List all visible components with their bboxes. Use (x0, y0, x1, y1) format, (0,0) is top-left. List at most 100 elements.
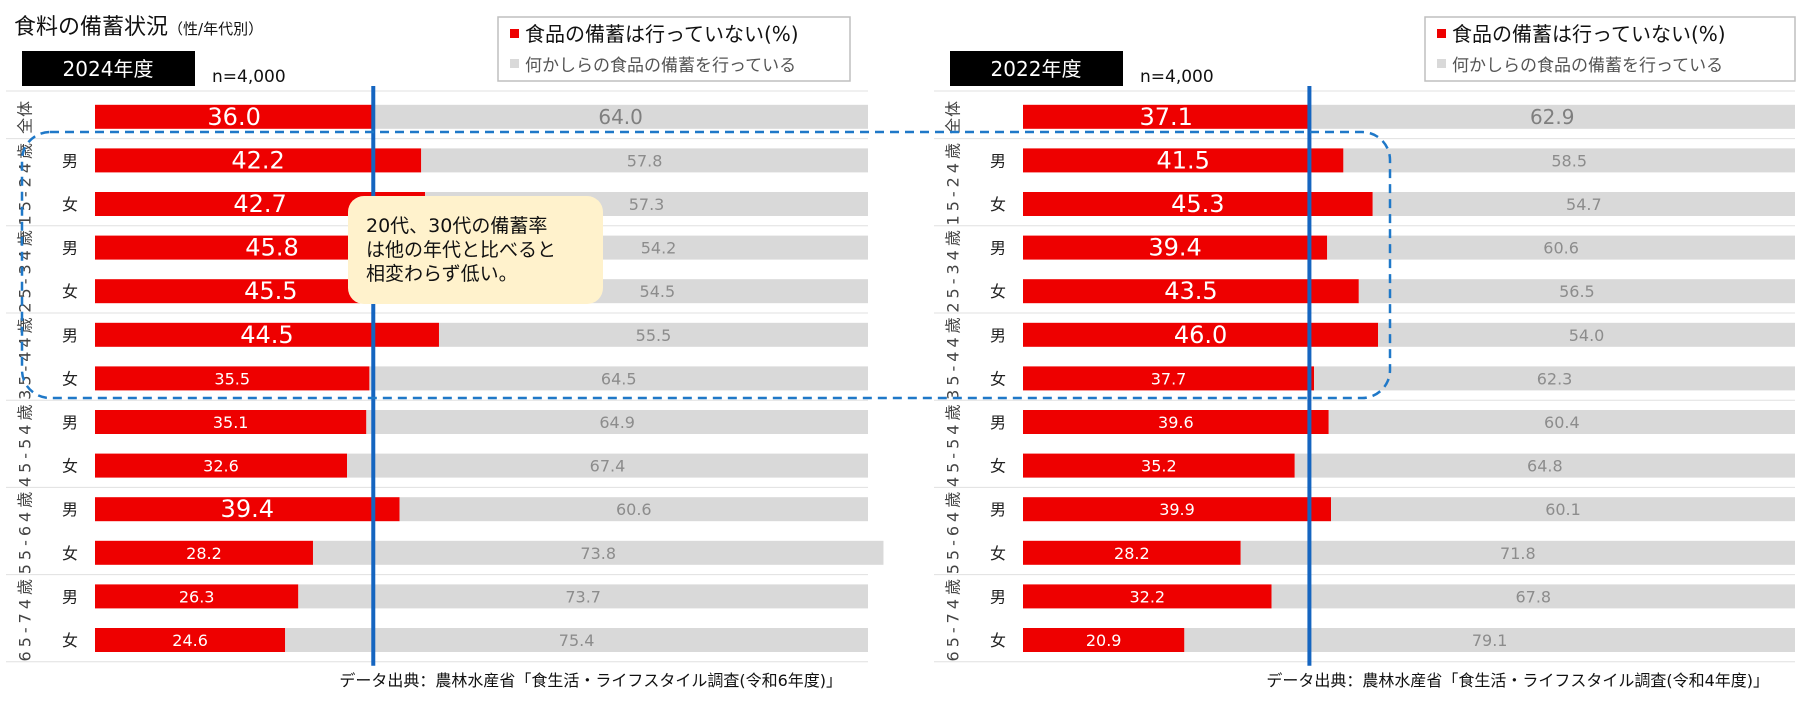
bar-stockpile (399, 497, 868, 522)
age-group-label: 25-34歳 (16, 226, 35, 313)
data-label-no-stockpile: 28.2 (186, 544, 222, 563)
data-label-no-stockpile: 46.0 (1174, 321, 1227, 349)
data-label-no-stockpile: 39.6 (1158, 413, 1194, 432)
legend-swatch (510, 29, 519, 38)
age-group-label: 45-54歳 (16, 401, 35, 488)
bar-stockpile (1378, 322, 1795, 347)
data-label-no-stockpile: 35.5 (214, 369, 250, 388)
page-title: 食料の備蓄状況（性/年代別） (14, 15, 263, 40)
data-label-stockpile: 64.9 (599, 413, 635, 432)
data-label-stockpile: 60.6 (616, 500, 652, 519)
data-label-stockpile: 54.5 (640, 282, 676, 301)
gender-label: 男 (990, 500, 1006, 519)
year-label-box (950, 51, 1123, 86)
bar-stockpile (1184, 628, 1795, 652)
data-label-stockpile: 71.8 (1500, 544, 1536, 563)
data-label-no-stockpile: 26.3 (179, 587, 215, 606)
data-label-no-stockpile: 32.6 (203, 457, 239, 476)
age-group-label: 65-74歳 (944, 575, 963, 662)
gender-label: 男 (62, 326, 78, 345)
data-label-stockpile: 57.3 (629, 195, 665, 214)
bar-stockpile (1331, 497, 1795, 522)
bar-no-stockpile (95, 497, 400, 522)
data-label-stockpile: 60.4 (1544, 413, 1580, 432)
data-label-stockpile: 54.2 (641, 239, 677, 258)
bar-no-stockpile (1023, 540, 1241, 565)
bar-no-stockpile (1023, 453, 1295, 478)
callout-line-1: 20代、30代の備蓄率 (366, 215, 547, 237)
gender-label: 男 (990, 239, 1006, 258)
age-group-label: 35-44歳 (944, 313, 963, 400)
chart-panel-2024: 2024年度 n=4,000 食品の備蓄は行っていない(%) 何かしらの食品の備蓄を行… (6, 16, 884, 690)
age-group-label: 55-64歳 (16, 488, 35, 575)
data-label-stockpile: 54.7 (1566, 195, 1602, 214)
data-label-stockpile: 64.8 (1527, 457, 1563, 476)
bar-no-stockpile (95, 104, 374, 129)
gender-label: 男 (990, 413, 1006, 432)
bar-no-stockpile (95, 453, 347, 478)
gender-label: 男 (990, 326, 1006, 345)
data-label-no-stockpile: 43.5 (1164, 277, 1217, 305)
age-group-label: 55-64歳 (944, 488, 963, 575)
gender-label: 男 (62, 500, 78, 519)
bar-no-stockpile (95, 366, 370, 391)
data-label-stockpile: 73.8 (580, 544, 616, 563)
age-group-label: 45-54歳 (944, 401, 963, 488)
gender-label: 女 (990, 544, 1006, 563)
data-label-stockpile: 60.6 (1543, 239, 1579, 258)
data-label-no-stockpile: 45.5 (244, 277, 297, 305)
legend-box (497, 16, 851, 82)
bar-no-stockpile (1023, 192, 1373, 216)
legend-box (1424, 16, 1796, 82)
data-label-stockpile: 62.3 (1537, 369, 1573, 388)
age-group-label: 全体 (944, 100, 963, 134)
age-group-label: 35-44歳 (16, 313, 35, 400)
data-label-stockpile: 54.0 (1569, 326, 1605, 345)
gender-label: 女 (990, 457, 1006, 476)
gender-label: 女 (990, 631, 1006, 650)
bar-stockpile (1309, 104, 1795, 129)
data-label-stockpile: 75.4 (559, 631, 595, 650)
bar-no-stockpile (1023, 235, 1328, 260)
bar-stockpile (1314, 366, 1795, 391)
gender-label: 女 (62, 195, 78, 214)
data-label-stockpile: 62.9 (1530, 105, 1575, 129)
bar-no-stockpile (1023, 584, 1272, 609)
age-group-label: 65-74歳 (16, 575, 35, 662)
year-label: 2022年度 (991, 57, 1082, 81)
data-label-stockpile: 57.8 (627, 151, 663, 170)
data-label-stockpile: 64.5 (601, 369, 637, 388)
data-label-no-stockpile: 35.2 (1141, 457, 1177, 476)
data-label-no-stockpile: 37.7 (1151, 369, 1187, 388)
data-label-no-stockpile: 42.2 (231, 146, 284, 174)
bar-stockpile (1358, 279, 1795, 304)
age-group-label: 15-24歳 (16, 139, 35, 226)
gender-label: 男 (990, 587, 1006, 606)
source-note: データ出典：農林水産省「食生活・ライフスタイル調査(令和4年度)」 (1266, 671, 1769, 690)
data-label-stockpile: 56.5 (1559, 282, 1595, 301)
gender-label: 女 (62, 369, 78, 388)
gender-label: 女 (62, 457, 78, 476)
data-label-no-stockpile: 39.4 (1148, 234, 1201, 262)
data-label-no-stockpile: 44.5 (240, 321, 293, 349)
bar-stockpile (1294, 453, 1795, 478)
bar-stockpile (346, 453, 868, 478)
bar-stockpile (312, 540, 884, 565)
bar-no-stockpile (95, 148, 422, 173)
data-label-stockpile: 73.7 (565, 587, 601, 606)
page-title-suffix: （性/年代別） (168, 20, 263, 38)
bar-stockpile (1372, 192, 1795, 216)
year-label: 2024年度 (63, 57, 154, 81)
bar-no-stockpile (1023, 148, 1344, 173)
data-label-stockpile: 55.5 (636, 326, 672, 345)
data-label-no-stockpile: 39.9 (1159, 500, 1195, 519)
bar-stockpile (421, 148, 868, 173)
bar-stockpile (1240, 540, 1795, 565)
gender-label: 女 (62, 544, 78, 563)
legend-swatch (1437, 59, 1446, 68)
bar-stockpile (1327, 235, 1795, 260)
bar-no-stockpile (1023, 410, 1329, 434)
bar-no-stockpile (1023, 104, 1310, 129)
legend-swatch (1437, 29, 1446, 38)
